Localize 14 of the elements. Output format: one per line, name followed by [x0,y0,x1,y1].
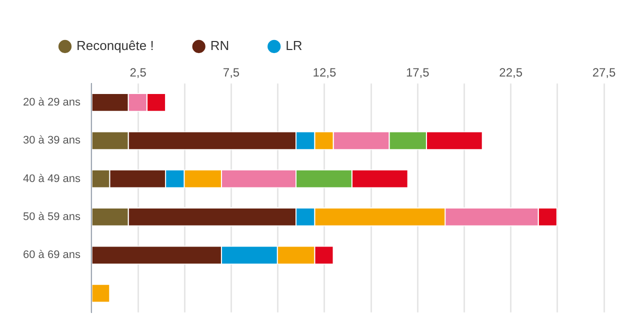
legend-label: Reconquête ! [76,38,154,54]
legend-label: RN [210,38,230,54]
y-tick-label: 50 à 59 ans [22,211,81,224]
y-tick-label: 20 à 29 ans [22,96,81,109]
x-tick-label: 12,5 [312,66,336,80]
y-tick-label: 60 à 69 ans [22,249,81,262]
x-tick-label: 22,5 [499,66,523,80]
x-tick-label: 7,5 [222,66,240,80]
x-tick-label: 17,5 [406,66,430,80]
x-tick-label: 27,5 [592,66,616,80]
x-tick-label: 2,5 [130,66,147,80]
legend-label: LR [286,38,302,54]
y-tick-label: 30 à 39 ans [22,134,81,147]
y-tick-label: 40 à 49 ans [22,172,81,185]
